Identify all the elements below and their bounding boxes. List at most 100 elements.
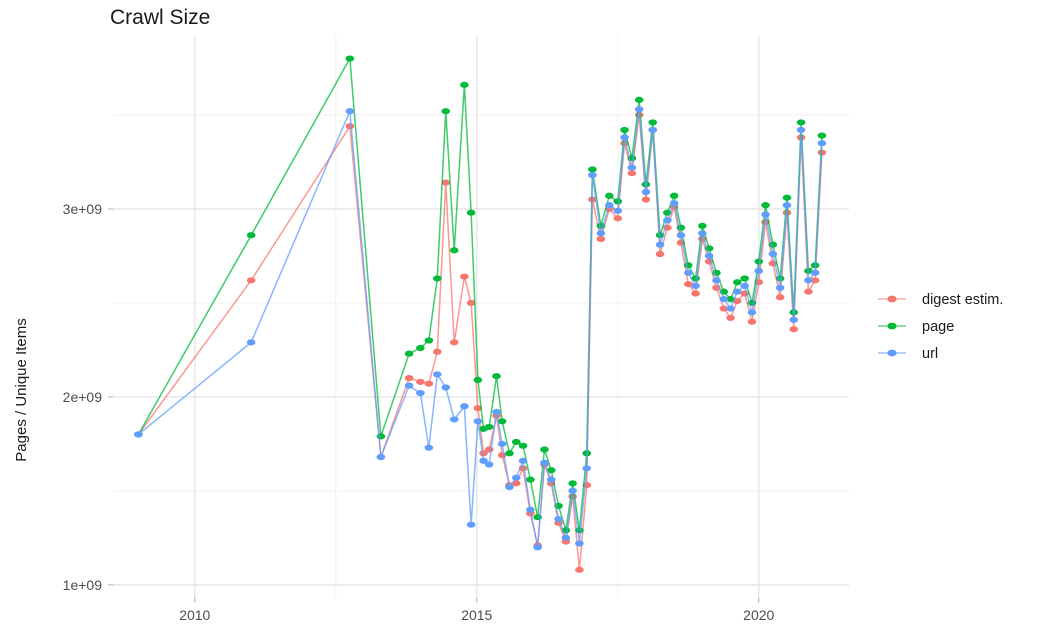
data-point [511,474,521,481]
data-point [698,222,707,229]
data-point [596,235,606,243]
data-point [740,275,749,282]
data-point [449,339,459,346]
data-point [533,544,542,551]
data-point [613,207,623,214]
data-point [441,179,451,186]
data-point [620,126,629,134]
data-point [782,202,792,209]
x-tick-label: 2015 [461,607,492,623]
data-point [789,326,799,333]
data-point [134,431,143,438]
data-point [460,403,469,410]
legend-item-digest-estim[interactable]: digest estim. [878,292,1003,308]
legend-point-swatch [887,295,897,303]
legend-item-url[interactable]: url [878,346,938,362]
data-point [691,275,700,282]
data-point [492,408,501,416]
data-point [605,192,614,199]
data-point [546,476,556,483]
legend-point-swatch [887,322,897,330]
data-point [424,444,434,451]
data-point [588,166,597,173]
legend-item-label: digest estim. [922,292,1003,308]
data-point [627,170,637,177]
data-point [526,506,535,513]
data-point [648,119,658,126]
data-point [575,540,584,547]
data-point [683,269,693,276]
data-point [345,108,355,115]
data-point [484,423,494,431]
data-point [460,273,469,280]
data-point [575,566,584,573]
data-point [416,390,425,397]
y-axis-title: Pages / Unique Items [13,318,30,461]
data-point [761,211,770,218]
data-point [733,279,742,286]
data-point [796,126,806,134]
chart-legend: digest estim. page url [878,292,1003,362]
data-point [655,241,665,248]
data-point [775,284,785,291]
data-point [497,440,507,447]
data-point [676,232,686,239]
data-point [511,438,521,446]
data-point [768,250,778,258]
y-axis-tick-labels: 1e+09 2e+09 3e+09 [63,201,103,593]
data-point [441,384,451,391]
data-point [526,476,535,483]
data-point [747,318,757,325]
data-point [726,296,735,303]
data-point [782,194,792,201]
data-point [345,55,355,62]
legend-item-page[interactable]: page [878,319,954,335]
data-point [246,277,256,284]
data-point [404,350,414,357]
data-point [691,282,700,290]
legend-point-swatch [887,349,897,357]
data-point [416,344,425,352]
data-point [683,262,693,269]
data-point [691,290,700,297]
data-point [546,467,556,474]
data-point [497,418,507,425]
data-point [634,96,644,104]
data-point [432,275,442,282]
data-point [518,442,528,449]
data-point [712,277,721,284]
minor-gridlines [113,36,849,598]
data-point [540,446,549,453]
data-point [424,380,434,387]
data-point [627,164,637,171]
data-point [518,457,528,464]
data-point [404,382,414,389]
data-point [473,405,483,412]
data-point [460,81,469,88]
data-point [505,484,514,491]
data-point [613,215,623,222]
axis-ticks [108,208,760,603]
data-point [479,457,488,464]
x-tick-label: 2010 [179,607,210,623]
data-point [416,378,425,385]
data-point [568,480,577,487]
data-point [726,305,735,312]
data-point [817,140,827,147]
data-point [747,309,757,316]
data-point [698,230,707,237]
data-point [246,339,256,346]
data-point [466,521,476,528]
data-point [804,277,813,284]
plot-panel [113,36,849,598]
data-point [733,288,742,295]
data-point [554,515,563,523]
series-line [137,109,823,548]
data-point [582,465,592,472]
data-point [466,299,476,306]
data-point [669,192,679,199]
data-point [817,132,827,139]
data-point [473,418,483,425]
data-point [479,450,488,457]
data-point [719,296,729,303]
